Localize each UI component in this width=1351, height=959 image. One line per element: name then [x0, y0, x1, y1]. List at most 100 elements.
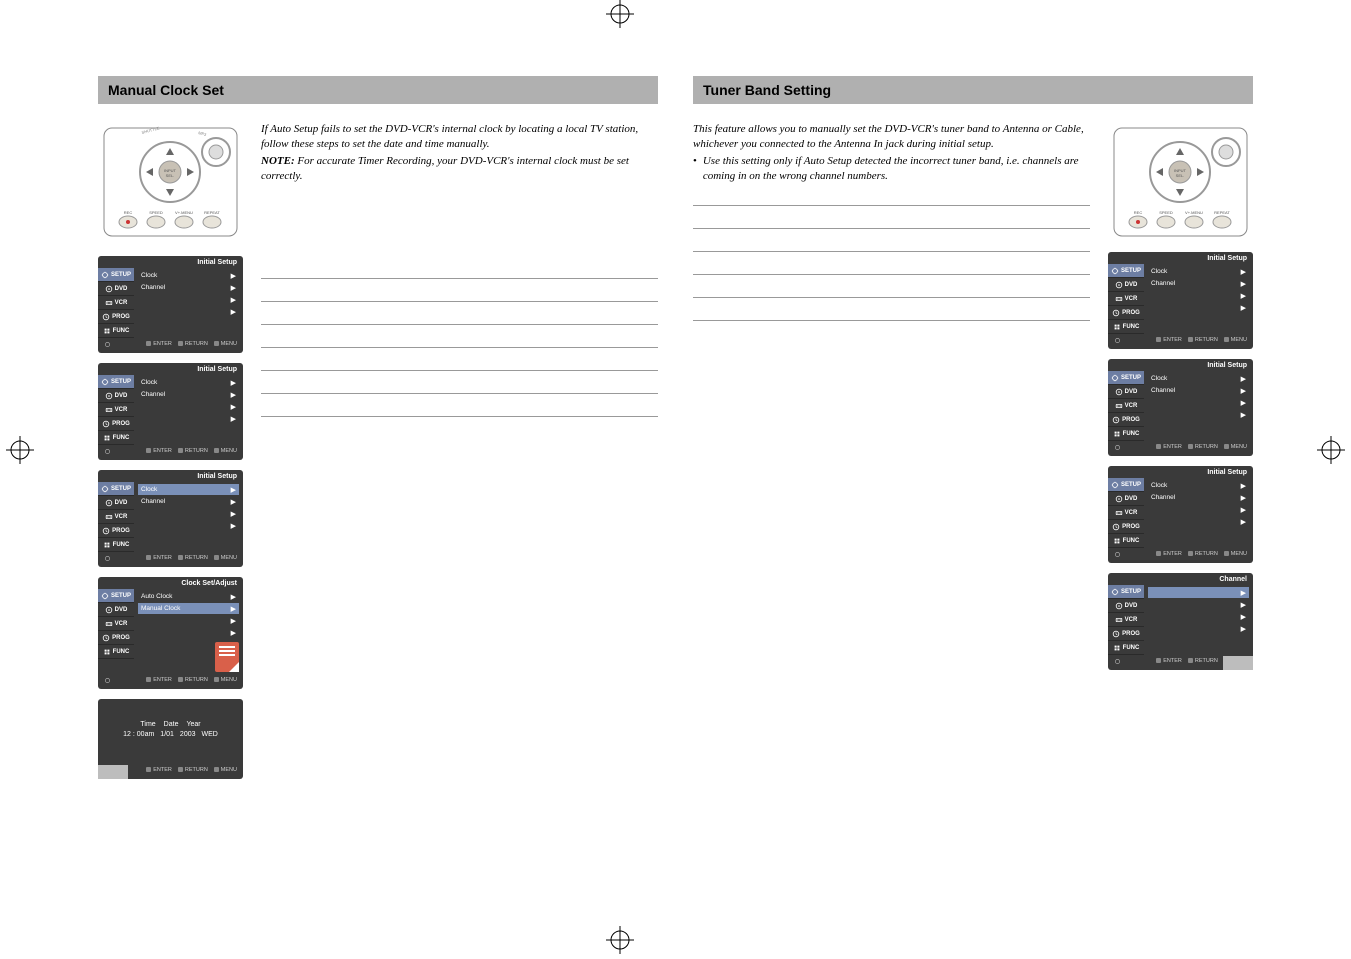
osd-tab-prog: PROG	[98, 310, 134, 324]
osd-footer-hint: ENTER	[146, 448, 172, 457]
osd-tab-dvd: DVD	[98, 603, 134, 617]
osd-tab-label: PROG	[1122, 417, 1140, 423]
chevron-right-icon: ▶	[231, 284, 236, 292]
chevron-right-icon: ▶	[231, 272, 236, 280]
osd-title: Initial Setup	[1108, 359, 1253, 371]
step-divider	[693, 251, 1090, 252]
osd-screenshot-stack: Initial SetupSETUPDVDVCRPROGFUNCClock▶Ch…	[1108, 252, 1253, 670]
chevron-right-icon: ▶	[1241, 494, 1246, 502]
func-icon	[103, 327, 111, 335]
intro-paragraph: If Auto Setup fails to set the DVD-VCR's…	[261, 122, 658, 152]
gear-icon	[1114, 444, 1121, 453]
osd-menu-row-empty: ▶	[1148, 302, 1249, 313]
osd-tab-vcr: VCR	[1108, 292, 1144, 306]
intro-paragraph: This feature allows you to manually set …	[693, 122, 1090, 152]
osd-tab-func: FUNC	[1108, 320, 1144, 334]
osd-menu-screenshot: Initial SetupSETUPDVDVCRPROGFUNCClock▶Ch…	[1108, 252, 1253, 349]
osd-tab-label: SETUP	[111, 272, 131, 278]
chevron-right-icon: ▶	[1241, 518, 1246, 526]
step-divider	[261, 393, 658, 394]
osd-footer-hint: ENTER	[146, 555, 172, 564]
chevron-right-icon: ▶	[231, 379, 236, 387]
osd-tab-setup: SETUP	[98, 268, 134, 282]
osd-menu-row-empty: ▶	[1148, 409, 1249, 420]
note-text: For accurate Timer Recording, your DVD-V…	[261, 155, 629, 182]
osd-tab-label: SETUP	[1121, 375, 1141, 381]
chevron-right-icon: ▶	[1241, 375, 1246, 383]
setup-icon	[101, 271, 109, 279]
page-footer-block	[98, 765, 128, 779]
osd-tab-label: PROG	[112, 421, 130, 427]
chevron-right-icon: ▶	[231, 593, 236, 601]
vcr-icon	[105, 513, 113, 521]
calendar-sheet-icon	[215, 642, 239, 672]
osd-row-label: Clock	[141, 486, 157, 493]
osd-row-label: Channel	[141, 498, 165, 505]
step-divider	[693, 297, 1090, 298]
osd-tab-func: FUNC	[98, 645, 134, 659]
osd-tab-vcr: VCR	[98, 617, 134, 631]
osd-row-label: Channel	[141, 391, 165, 398]
vcr-icon	[1115, 402, 1123, 410]
osd-tab-prog: PROG	[98, 417, 134, 431]
osd-row-label: Clock	[141, 379, 157, 386]
chevron-right-icon: ▶	[1241, 589, 1246, 597]
osd-title: Initial Setup	[1108, 466, 1253, 478]
crop-mark-top	[606, 0, 634, 28]
step-divider	[693, 205, 1090, 206]
osd-footer-hint: MENU	[214, 767, 237, 776]
page-footer-block	[1223, 656, 1253, 670]
chevron-right-icon: ▶	[231, 522, 236, 530]
osd-screenshot-stack: Initial SetupSETUPDVDVCRPROGFUNCClock▶Ch…	[98, 256, 243, 779]
osd-footer-hint: MENU	[214, 677, 237, 686]
osd-footer: ENTERRETURNMENU	[98, 338, 243, 351]
osd-tab-label: SETUP	[1121, 589, 1141, 595]
remote-btn-repeat-label: REPEAT	[204, 210, 220, 215]
osd-menu-row-empty: ▶	[138, 413, 239, 424]
osd-menu-row-empty: ▶	[138, 306, 239, 317]
osd-tab-label: FUNC	[1123, 431, 1140, 437]
osd-tab-func: FUNC	[98, 431, 134, 445]
osd-footer-hint: RETURN	[1188, 337, 1218, 346]
osd-menu-row-empty: ▶	[1148, 516, 1249, 527]
osd-tab-dvd: DVD	[98, 389, 134, 403]
osd-menu-row-empty: ▶	[1148, 397, 1249, 408]
osd-menu-row: Channel▶	[138, 496, 239, 507]
intro-text-block: If Auto Setup fails to set the DVD-VCR's…	[261, 122, 658, 242]
osd-footer: ENTERRETURNMENU	[1108, 548, 1253, 561]
dvd-icon	[1115, 388, 1123, 396]
osd-tab-label: FUNC	[1123, 538, 1140, 544]
chevron-right-icon: ▶	[231, 605, 236, 613]
osd-menu-row-empty: ▶	[138, 401, 239, 412]
gear-icon	[1114, 337, 1121, 346]
osd-footer-hint: MENU	[1224, 551, 1247, 560]
osd-tab-setup: SETUP	[1108, 264, 1144, 278]
dvd-icon	[1115, 602, 1123, 610]
prog-icon	[1112, 416, 1120, 424]
osd-menu-screenshot: Initial SetupSETUPDVDVCRPROGFUNCClock▶Ch…	[1108, 359, 1253, 456]
chevron-right-icon: ▶	[231, 415, 236, 423]
chevron-right-icon: ▶	[231, 391, 236, 399]
svg-text:REC: REC	[1134, 210, 1143, 215]
step-rules	[693, 205, 1090, 321]
gear-icon	[104, 341, 111, 350]
osd-tab-label: DVD	[115, 393, 128, 399]
osd-row-label: Channel	[1151, 387, 1175, 394]
osd-tab-dvd: DVD	[98, 496, 134, 510]
osd-menu-row-empty: ▶	[138, 615, 239, 626]
page-title: Manual Clock Set	[98, 76, 658, 104]
remote-illustration: REC SPEED V+.MENU REPEAT INPUT SEL.	[1108, 122, 1253, 242]
chevron-right-icon: ▶	[231, 308, 236, 316]
dvd-icon	[1115, 281, 1123, 289]
osd-menu-screenshot: Initial SetupSETUPDVDVCRPROGFUNCClock▶Ch…	[98, 470, 243, 567]
osd-tab-label: FUNC	[113, 649, 130, 655]
osd-menu-row: Clock▶	[138, 270, 239, 281]
osd-tab-prog: PROG	[1108, 627, 1144, 641]
osd-footer-hint: RETURN	[178, 448, 208, 457]
svg-text:REPEAT: REPEAT	[1214, 210, 1230, 215]
step-divider	[693, 274, 1090, 275]
func-icon	[103, 434, 111, 442]
setup-icon	[1111, 481, 1119, 489]
osd-tab-label: VCR	[1125, 296, 1138, 302]
setup-icon	[1111, 588, 1119, 596]
